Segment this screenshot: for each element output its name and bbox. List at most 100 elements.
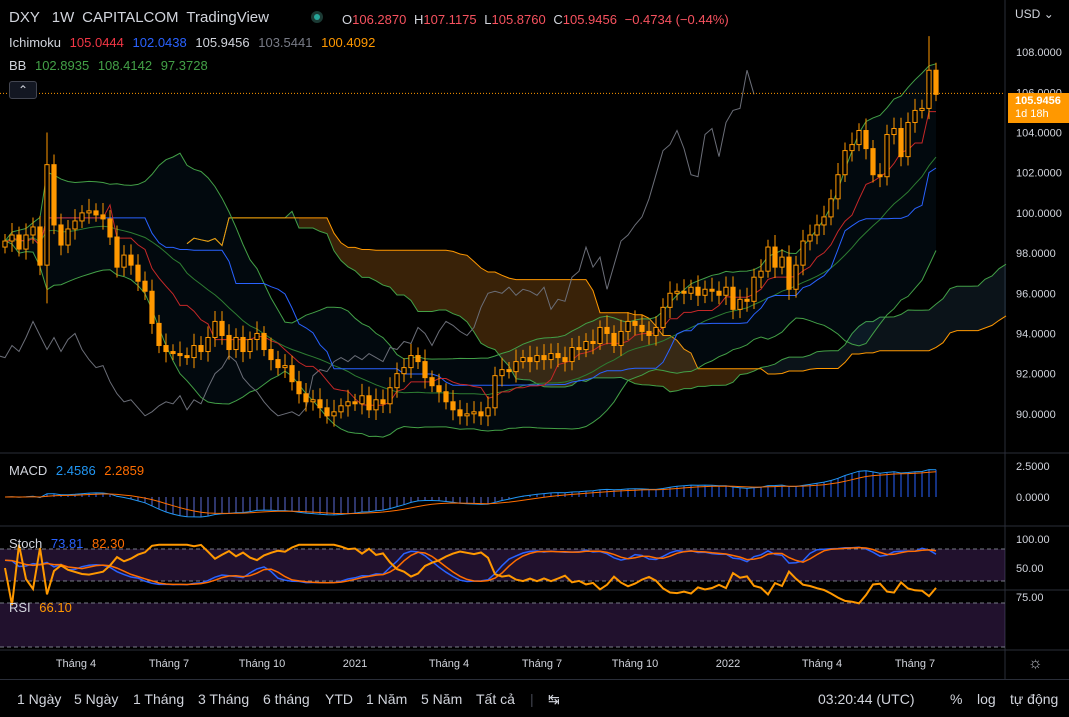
- candle: [807, 224, 813, 251]
- candle: [926, 36, 932, 120]
- candle-body: [191, 345, 197, 359]
- candle-body: [457, 409, 463, 417]
- candle: [310, 389, 316, 411]
- candle: [233, 328, 239, 358]
- cloud-segment: [334, 233, 341, 261]
- candle-body: [310, 399, 316, 403]
- bb-legend[interactable]: BB 102.8935 108.4142 97.3728: [9, 58, 213, 73]
- settings-gear-icon[interactable]: ☼: [1028, 655, 1043, 672]
- candle-body: [597, 326, 603, 345]
- cloud-segment: [719, 368, 726, 386]
- range-5d-button[interactable]: 5 Ngày: [74, 691, 119, 707]
- time-tick-label: 2022: [716, 658, 740, 670]
- cloud-segment: [383, 250, 390, 288]
- candle-body: [86, 210, 92, 214]
- range-1m-button[interactable]: 1 Tháng: [133, 691, 185, 707]
- candle-body: [345, 401, 351, 407]
- candle: [373, 388, 379, 420]
- candle: [282, 354, 288, 379]
- macd-legend[interactable]: MACD 2.4586 2.2859: [9, 463, 149, 478]
- candle: [436, 373, 442, 403]
- candle-body: [394, 373, 400, 389]
- candle: [450, 390, 456, 421]
- cloud-segment: [761, 366, 768, 375]
- candle-body: [205, 336, 211, 353]
- candle: [597, 320, 603, 350]
- clock-readout[interactable]: 03:20:44 (UTC): [818, 691, 915, 707]
- cloud-segment: [670, 335, 677, 392]
- percent-scale-button[interactable]: %: [950, 691, 963, 707]
- cloud-segment: [866, 321, 873, 353]
- ichimoku-legend[interactable]: Ichimoku 105.0444 102.0438 105.9456 103.…: [9, 35, 380, 50]
- cloud-segment: [943, 288, 950, 343]
- stoch-d-line: [4, 546, 937, 586]
- collapse-legend-button[interactable]: ⌃: [9, 81, 37, 99]
- auto-scale-button[interactable]: tự động: [1010, 691, 1059, 707]
- cloud-segment: [677, 340, 684, 391]
- market-status-icon[interactable]: [311, 11, 323, 23]
- rsi-line: [4, 543, 937, 606]
- candle-body: [912, 109, 918, 123]
- candle: [702, 280, 708, 304]
- cloud-segment: [376, 250, 383, 286]
- candle: [135, 254, 141, 292]
- candle-body: [58, 224, 64, 246]
- candle-body: [562, 357, 568, 363]
- candle: [30, 217, 36, 244]
- range-6m-button[interactable]: 6 tháng: [263, 691, 310, 707]
- candle-body: [296, 381, 302, 395]
- range-1y-button[interactable]: 1 Năm: [366, 691, 408, 707]
- range-1d-button[interactable]: 1 Ngày: [17, 691, 62, 707]
- symbol-label[interactable]: DXY: [9, 9, 40, 26]
- bar-countdown: 1d 18h: [1015, 108, 1049, 120]
- candle-body: [506, 369, 512, 373]
- currency-select[interactable]: USD ⌄: [1015, 7, 1054, 21]
- rsi-legend[interactable]: RSI 66.10: [9, 600, 77, 615]
- candle-body: [268, 349, 274, 361]
- range-ytd-button[interactable]: YTD: [325, 691, 353, 707]
- cloud-segment: [901, 310, 908, 351]
- cloud-segment: [355, 247, 362, 278]
- candle: [898, 117, 904, 167]
- candle: [604, 315, 610, 345]
- ichimoku-conversion-value: 105.0444: [69, 35, 124, 50]
- candle-body: [695, 286, 701, 296]
- cloud-segment: [985, 275, 992, 328]
- log-scale-button[interactable]: log: [977, 691, 996, 707]
- candle-body: [184, 355, 190, 359]
- candle-body: [240, 336, 246, 353]
- open-value: 106.2870: [352, 12, 407, 27]
- range-all-button[interactable]: Tất cả: [476, 691, 515, 707]
- candle-body: [660, 306, 666, 328]
- candle-body: [289, 365, 295, 383]
- candle-body: [338, 405, 344, 413]
- cloud-segment: [425, 250, 432, 312]
- candle-body: [23, 234, 29, 250]
- candle: [226, 324, 232, 360]
- bb-basis-value: 102.8935: [34, 58, 90, 73]
- candle: [583, 333, 589, 358]
- goto-date-icon[interactable]: ↹: [548, 691, 560, 707]
- bb-fill: [5, 63, 936, 438]
- candle: [912, 98, 918, 133]
- candle-body: [800, 240, 806, 266]
- stoch-k-line: [4, 546, 937, 586]
- candle: [884, 124, 890, 186]
- candle: [163, 333, 169, 363]
- price-tick-label: 94.0000: [1016, 328, 1056, 340]
- candle-body: [534, 355, 540, 363]
- candle: [65, 219, 71, 254]
- candle-body: [520, 357, 526, 363]
- stoch-legend[interactable]: Stoch 73.81 82.30: [9, 536, 130, 551]
- chart-canvas[interactable]: 108.0000106.0000104.0000102.0000100.0000…: [0, 0, 1069, 679]
- candle-body: [156, 322, 162, 347]
- candle-body: [485, 407, 491, 417]
- range-5y-button[interactable]: 5 Năm: [421, 691, 463, 707]
- range-3m-button[interactable]: 3 Tháng: [198, 691, 250, 707]
- candle-body: [128, 254, 134, 266]
- time-tick-label: Tháng 10: [239, 658, 285, 670]
- candle: [786, 245, 792, 300]
- candle: [79, 205, 85, 228]
- interval-label[interactable]: 1W: [51, 9, 75, 26]
- cloud-segment: [460, 253, 467, 322]
